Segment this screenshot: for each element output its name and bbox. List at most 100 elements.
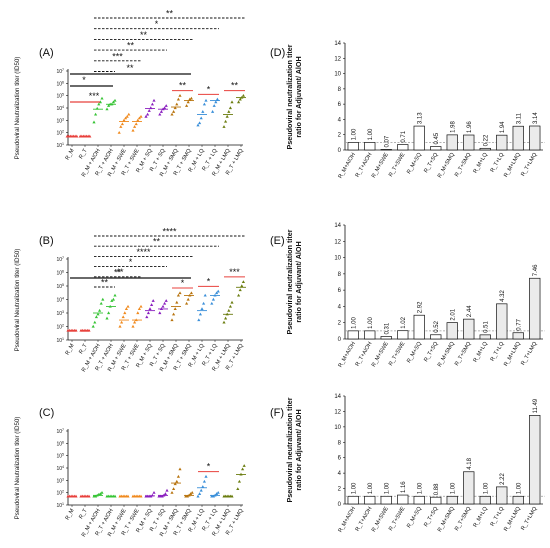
bar-value-label: 2.01 bbox=[450, 308, 456, 320]
x-tick-label: R_M bbox=[65, 343, 76, 357]
y-tick-label: 12 bbox=[334, 239, 341, 245]
data-point bbox=[172, 312, 176, 316]
data-point bbox=[215, 291, 219, 295]
data-point bbox=[173, 106, 177, 110]
data-point bbox=[107, 104, 111, 107]
data-point bbox=[211, 297, 215, 301]
bar-value-label: 4.18 bbox=[467, 457, 473, 469]
data-point bbox=[237, 293, 241, 297]
data-point bbox=[176, 474, 180, 478]
data-point bbox=[152, 490, 156, 494]
x-tick-label: R_M+SQ bbox=[406, 340, 423, 364]
bar bbox=[347, 495, 359, 505]
data-point bbox=[200, 307, 204, 311]
data-point bbox=[176, 293, 180, 297]
data-point bbox=[237, 479, 241, 483]
data-point bbox=[137, 116, 141, 120]
x-tick-label: R_M+LQ bbox=[473, 151, 490, 174]
data-point bbox=[188, 97, 192, 101]
x-tick-label: R_T+SWE bbox=[388, 152, 407, 178]
data-point bbox=[92, 120, 96, 124]
data-point bbox=[159, 110, 163, 113]
data-point bbox=[127, 112, 131, 116]
data-point bbox=[185, 301, 189, 305]
data-point bbox=[189, 96, 193, 100]
y-tick-label: 101 bbox=[56, 142, 64, 149]
data-point bbox=[99, 301, 103, 305]
data-point bbox=[120, 122, 124, 126]
data-point bbox=[96, 312, 100, 316]
data-point bbox=[100, 490, 104, 494]
bar bbox=[347, 330, 359, 340]
bar bbox=[512, 332, 524, 340]
significance-label: ** bbox=[126, 63, 134, 73]
bar bbox=[463, 134, 475, 151]
y-tick-label: 8 bbox=[338, 440, 342, 446]
data-point bbox=[176, 97, 180, 101]
data-point bbox=[148, 307, 152, 311]
y-tick-label: 8 bbox=[338, 87, 342, 93]
data-point bbox=[222, 125, 226, 128]
data-point bbox=[164, 299, 168, 302]
panel-label: (E) bbox=[270, 235, 285, 247]
bar-value-label: 1.00 bbox=[417, 482, 423, 494]
y-tick-label: 105 bbox=[56, 93, 64, 100]
data-point bbox=[131, 128, 135, 132]
data-point bbox=[196, 123, 200, 127]
bar bbox=[397, 330, 409, 340]
y-tick-label: 106 bbox=[56, 270, 64, 277]
data-point bbox=[150, 102, 154, 106]
y-tick-label: 104 bbox=[56, 465, 64, 472]
data-point bbox=[147, 109, 151, 112]
y-tick-label: 0 bbox=[338, 148, 342, 154]
bar-value-label: 1.02 bbox=[401, 316, 407, 328]
data-point bbox=[131, 324, 135, 328]
data-point bbox=[185, 494, 189, 498]
bar-value-label: 0.31 bbox=[384, 322, 390, 334]
data-point bbox=[175, 300, 179, 304]
y-tick-label: 12 bbox=[334, 409, 341, 415]
bar bbox=[446, 134, 458, 151]
significance-label: ** bbox=[114, 267, 122, 277]
data-point bbox=[94, 494, 98, 498]
significance-label: * bbox=[155, 19, 159, 29]
data-point bbox=[150, 303, 154, 306]
y-tick-label: 10 bbox=[334, 425, 341, 431]
data-point bbox=[173, 482, 177, 486]
x-tick-label: R_T+SQ bbox=[423, 340, 439, 363]
bar bbox=[446, 322, 458, 340]
data-point bbox=[241, 467, 245, 471]
data-point bbox=[198, 492, 202, 495]
significance-label: * bbox=[82, 75, 86, 85]
x-tick-label: R_T+SWE bbox=[388, 341, 407, 367]
significance-label: * bbox=[207, 462, 211, 472]
y-tick-label: 102 bbox=[56, 324, 64, 331]
data-point bbox=[144, 114, 148, 118]
bar-value-label: 1.96 bbox=[467, 121, 473, 133]
bar bbox=[479, 334, 491, 340]
bar-value-label: 0.45 bbox=[434, 132, 440, 144]
data-point bbox=[152, 98, 156, 102]
bar bbox=[364, 330, 376, 340]
x-tick-label: R_T bbox=[78, 343, 89, 356]
data-point bbox=[216, 289, 220, 293]
bar bbox=[529, 125, 541, 151]
x-tick-label: R_M+SQ bbox=[406, 151, 423, 175]
data-point bbox=[120, 320, 124, 324]
data-point bbox=[119, 125, 123, 128]
data-point bbox=[198, 312, 202, 316]
bar bbox=[496, 486, 508, 505]
y-tick-label: 106 bbox=[56, 80, 64, 87]
bar bbox=[496, 303, 508, 340]
significance-label: **** bbox=[136, 247, 151, 257]
y-tick-label: 8 bbox=[338, 272, 342, 278]
bar-value-label: 1.94 bbox=[500, 121, 506, 133]
y-axis-label: Pseudoviral neutralization titerratio fo… bbox=[285, 229, 303, 334]
x-tick-label: R_M+LQ bbox=[473, 340, 490, 363]
data-point bbox=[136, 118, 140, 122]
bar bbox=[479, 147, 491, 151]
data-point bbox=[175, 102, 179, 106]
significance-label: *** bbox=[229, 267, 240, 277]
data-point bbox=[201, 110, 205, 113]
data-point bbox=[240, 284, 244, 288]
